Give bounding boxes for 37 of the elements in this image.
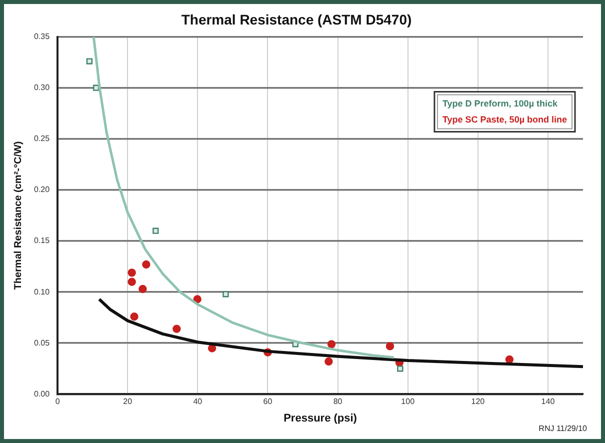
point [152,228,159,234]
y-tick-label: 0.15 [34,236,50,246]
point [193,295,202,304]
point [138,284,147,294]
x-tick-label: 40 [193,397,203,406]
point [128,278,136,286]
point [505,355,514,364]
x-tick-label: 0 [55,397,60,406]
y-tick-label: 0.35 [34,32,50,42]
x-tick-label: 140 [541,397,556,406]
point [324,357,333,366]
point [222,291,229,298]
point [172,324,181,333]
chart-title: Thermal Resistance (ASTM D5470) [181,11,412,28]
x-axis-title: Pressure (psi) [284,412,358,424]
text: Type D Preform, 100µ thick [442,98,558,108]
y-tick-label: 0.20 [34,185,50,194]
y-tick-label: 0.10 [34,287,50,296]
x-tick-label: 100 [401,397,416,406]
point [130,312,138,321]
y-tick-label: 0.05 [34,338,50,348]
y-tick-label: 0.25 [34,134,50,144]
text: Type SC Paste, 50µ bond line [442,114,568,124]
y-axis-title: Thermal Resistance (cm²-°C/W) [12,141,24,290]
x-tick-label: 120 [471,397,486,406]
point [386,342,394,350]
y-tick-label: 0.00 [34,389,50,398]
point [397,366,404,372]
x-tick-label: 80 [333,397,343,406]
point [327,340,336,348]
point [128,268,136,277]
x-tick-label: 60 [263,397,273,406]
x-tick-label: 20 [123,397,133,406]
point [142,260,150,269]
point [86,58,93,64]
text: RNJ 11/29/10 [538,424,588,434]
y-tick-label: 0.30 [34,83,50,92]
